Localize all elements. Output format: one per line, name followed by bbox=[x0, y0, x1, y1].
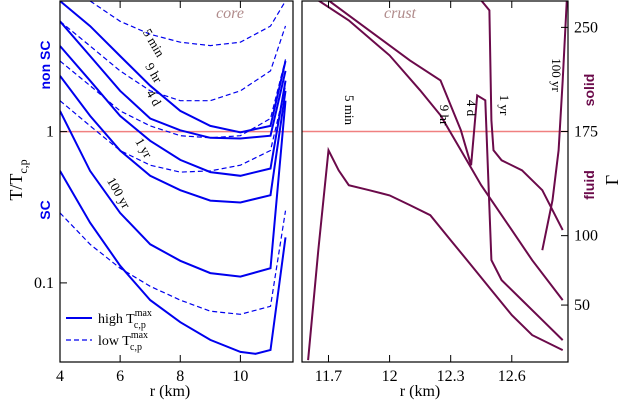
panel-title: core bbox=[216, 5, 244, 22]
y-axis-label-main: Γ bbox=[602, 175, 622, 185]
y-axis-label-sub: c,p bbox=[16, 159, 30, 173]
curve bbox=[60, 75, 287, 204]
curve bbox=[60, 100, 287, 278]
curve bbox=[307, 146, 564, 361]
curve bbox=[541, 1, 568, 251]
axes-frame bbox=[59, 0, 294, 363]
curve bbox=[60, 59, 287, 139]
annotation: 5 min bbox=[140, 26, 168, 60]
side-label: fluid bbox=[581, 170, 597, 200]
axes-frame bbox=[301, 0, 569, 363]
curve bbox=[60, 20, 287, 102]
x-tick-label: 6 bbox=[116, 368, 124, 385]
annotation: 1 yr bbox=[497, 95, 512, 116]
y-axis-label: T/Tc,p bbox=[6, 159, 30, 200]
curve bbox=[60, 85, 287, 173]
annotation: 5 min bbox=[342, 95, 357, 125]
x-tick-label: 12.6 bbox=[498, 368, 526, 385]
x-tick-label: 8 bbox=[176, 368, 184, 385]
y-tick-label: 250 bbox=[574, 19, 598, 36]
curve bbox=[327, 1, 564, 341]
y-tick-label: 1 bbox=[46, 124, 54, 141]
curve bbox=[89, 1, 287, 47]
annotation: 1 yr bbox=[132, 135, 156, 161]
legend-text: high T bbox=[98, 312, 135, 327]
annotation: 100 yr bbox=[549, 58, 564, 92]
legend-text: low T bbox=[98, 334, 131, 349]
curve bbox=[60, 210, 287, 315]
y-tick-label: 175 bbox=[574, 124, 598, 141]
curve bbox=[60, 170, 287, 355]
curve bbox=[480, 1, 564, 231]
x-tick-label: 12 bbox=[382, 368, 398, 385]
curve bbox=[60, 1, 287, 134]
y-axis-label-main: T/T bbox=[6, 174, 26, 201]
annotation: 4 d bbox=[143, 87, 164, 109]
curve bbox=[60, 45, 287, 177]
legend-sub: c,p bbox=[130, 342, 142, 353]
x-tick-label: 11.7 bbox=[315, 368, 342, 385]
legend-sup: max bbox=[135, 308, 152, 319]
annotation: 9 hr bbox=[437, 105, 452, 126]
side-label: SC bbox=[37, 200, 53, 219]
x-tick-label: 10 bbox=[232, 368, 248, 385]
annotation: 100 yr bbox=[104, 174, 134, 211]
x-tick-label: 12.3 bbox=[437, 368, 465, 385]
legend-label: low Tmax c,p bbox=[98, 330, 148, 353]
y-axis-label: Γ bbox=[602, 175, 622, 185]
curve bbox=[60, 20, 287, 140]
y-tick-label: 100 bbox=[574, 228, 598, 245]
x-axis-label: r (km) bbox=[150, 383, 190, 400]
side-label: non SC bbox=[37, 41, 53, 90]
curve bbox=[317, 1, 564, 301]
legend-label: high Tmax c,p bbox=[98, 308, 152, 331]
annotation: 4 d bbox=[464, 100, 479, 117]
legend-sub: c,p bbox=[134, 320, 146, 331]
y-tick-label: 50 bbox=[574, 297, 590, 314]
y-tick-label: 0.1 bbox=[34, 275, 54, 292]
x-axis-label: r (km) bbox=[400, 383, 440, 400]
x-tick-label: 4 bbox=[56, 368, 64, 385]
panel-title: crust bbox=[384, 5, 417, 22]
side-label: solid bbox=[581, 74, 597, 107]
legend-sup: max bbox=[131, 330, 148, 341]
